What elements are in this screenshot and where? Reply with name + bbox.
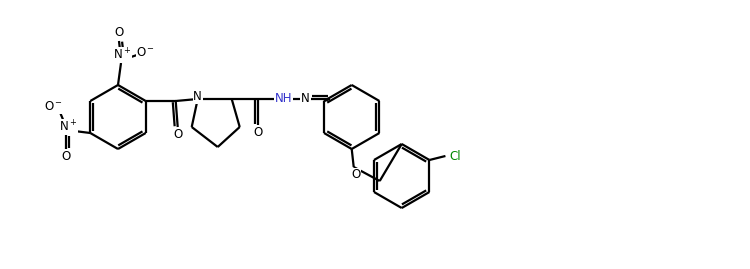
Text: N$^+$: N$^+$	[59, 119, 77, 135]
Text: N: N	[302, 93, 310, 105]
Text: O$^-$: O$^-$	[136, 47, 155, 59]
Text: N: N	[194, 90, 202, 104]
Text: Cl: Cl	[449, 150, 461, 162]
Text: NH: NH	[275, 93, 292, 105]
Text: N$^+$: N$^+$	[112, 47, 131, 63]
Text: O: O	[114, 27, 124, 40]
Text: O$^-$: O$^-$	[44, 101, 63, 114]
Text: O: O	[173, 129, 182, 141]
Text: O: O	[253, 126, 262, 140]
Text: O: O	[351, 168, 360, 182]
Text: O: O	[62, 150, 71, 164]
